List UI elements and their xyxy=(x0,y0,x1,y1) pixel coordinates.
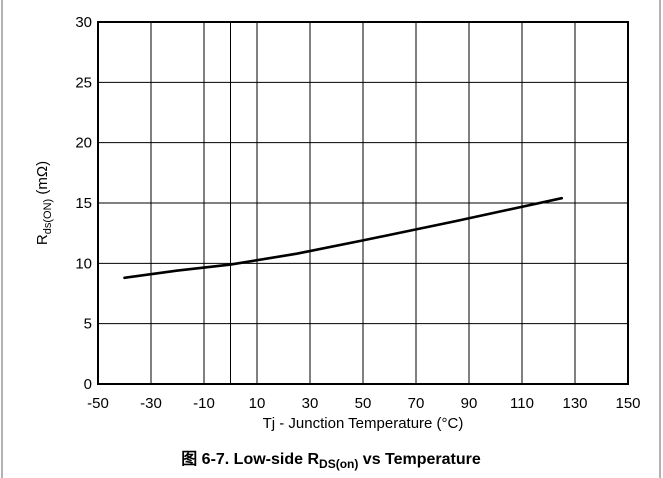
x-tick-label: 110 xyxy=(510,395,534,412)
x-tick-label: -10 xyxy=(193,395,215,412)
y-tick-label: 5 xyxy=(84,316,92,333)
y-axis-label-main: R xyxy=(34,234,51,245)
x-tick-label: 90 xyxy=(461,395,478,412)
figure-caption-subscript: DS(on) xyxy=(319,457,358,471)
x-tick-label: 130 xyxy=(562,395,587,412)
x-tick-label: 50 xyxy=(355,395,372,412)
y-axis-label-subscript: ds(ON) xyxy=(42,199,54,234)
x-tick-label: -50 xyxy=(87,395,109,412)
y-tick-label: 20 xyxy=(75,135,92,152)
y-axis-label-unit: (mΩ) xyxy=(34,161,51,199)
x-tick-label: 70 xyxy=(408,395,425,412)
grid-lines xyxy=(97,21,629,385)
x-tick-label: -30 xyxy=(140,395,162,412)
y-tick-label: 25 xyxy=(75,74,92,91)
x-axis-label: Tj - Junction Temperature (°C) xyxy=(263,415,464,432)
x-tick-label: 10 xyxy=(249,395,266,412)
y-axis-label: Rds(ON) (mΩ) xyxy=(34,161,54,245)
y-tick-label: 15 xyxy=(75,195,92,212)
series-layer xyxy=(123,196,564,280)
figure-caption-prefix: 图 6-7. Low-side R xyxy=(181,450,319,468)
y-tick-label: 10 xyxy=(75,255,92,272)
y-tick-label: 30 xyxy=(75,14,92,31)
x-tick-labels: -50 -30 -10 10 30 50 70 90 110 130 150 xyxy=(87,395,640,412)
series-line xyxy=(123,196,564,280)
plot-frame xyxy=(97,21,629,385)
y-tick-labels: 0 5 10 15 20 25 30 xyxy=(75,14,92,393)
figure-caption: 图 6-7. Low-side RDS(on) vs Temperature xyxy=(181,450,481,471)
x-tick-label: 30 xyxy=(302,395,319,412)
x-tick-label: 150 xyxy=(615,395,640,412)
figure-caption-suffix: vs Temperature xyxy=(358,451,481,468)
y-tick-label: 0 xyxy=(84,376,92,393)
